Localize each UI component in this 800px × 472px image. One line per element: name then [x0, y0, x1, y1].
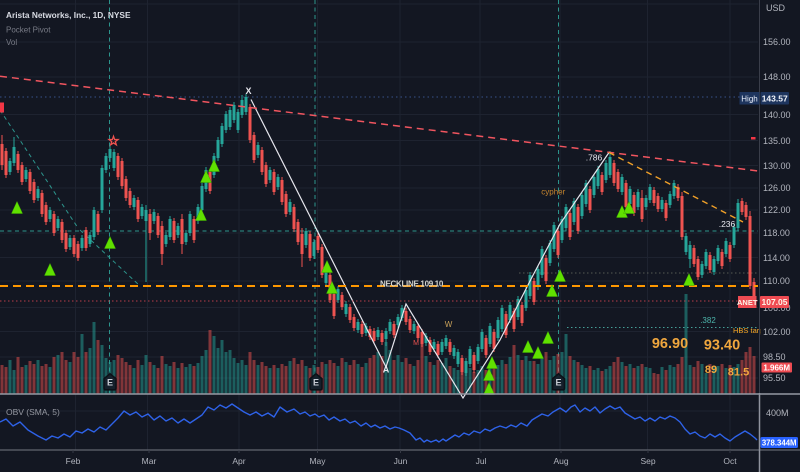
- svg-text:E: E: [107, 377, 113, 387]
- svg-text:A: A: [383, 365, 390, 375]
- svg-text:Aug: Aug: [553, 456, 568, 466]
- svg-text:126.00: 126.00: [763, 183, 791, 193]
- svg-text:Oct: Oct: [723, 456, 737, 466]
- svg-text:140.00: 140.00: [763, 110, 791, 120]
- svg-text:143.57: 143.57: [762, 94, 788, 104]
- svg-text:.236: .236: [719, 219, 736, 229]
- svg-text:110.00: 110.00: [763, 276, 790, 286]
- svg-text:May: May: [309, 456, 326, 466]
- svg-text:HBS target: HBS target: [733, 326, 771, 335]
- svg-text:107.05: 107.05: [762, 297, 788, 307]
- svg-text:135.00: 135.00: [763, 136, 791, 146]
- svg-text:1.966M: 1.966M: [763, 364, 790, 373]
- svg-text:ANET: ANET: [737, 298, 758, 307]
- svg-text:378.344M: 378.344M: [762, 439, 797, 448]
- svg-text:Pocket Pivot: Pocket Pivot: [6, 26, 51, 35]
- svg-text:.382: .382: [700, 316, 716, 325]
- svg-text:102.00: 102.00: [763, 327, 791, 337]
- svg-text:Jul: Jul: [476, 456, 487, 466]
- svg-text:Sep: Sep: [640, 456, 655, 466]
- svg-text:89: 89: [705, 364, 717, 376]
- svg-text:114.00: 114.00: [763, 253, 790, 263]
- svg-text:118.00: 118.00: [763, 228, 790, 238]
- svg-text:400M: 400M: [766, 408, 789, 418]
- svg-text:Mar: Mar: [142, 456, 157, 466]
- svg-text:X: X: [245, 86, 251, 96]
- svg-text:122.00: 122.00: [763, 205, 791, 215]
- svg-text:96.90: 96.90: [652, 336, 688, 352]
- svg-text:Jun: Jun: [394, 456, 408, 466]
- svg-text:93.40: 93.40: [704, 338, 740, 354]
- svg-text:W: W: [445, 320, 453, 329]
- svg-text:Arista Networks, Inc., 1D, NYS: Arista Networks, Inc., 1D, NYSE: [6, 10, 131, 20]
- svg-text:.786: .786: [586, 153, 603, 163]
- svg-text:E: E: [555, 377, 561, 387]
- svg-text:156.00: 156.00: [763, 37, 791, 47]
- svg-text:81.5: 81.5: [728, 367, 749, 379]
- svg-text:95.50: 95.50: [763, 373, 786, 383]
- svg-text:Vol: Vol: [6, 38, 17, 47]
- svg-text:Feb: Feb: [66, 456, 81, 466]
- svg-text:130.00: 130.00: [763, 161, 791, 171]
- svg-text:High: High: [741, 94, 757, 103]
- svg-text:148.00: 148.00: [763, 72, 791, 82]
- svg-text:M: M: [413, 340, 419, 347]
- svg-text:cypher: cypher: [541, 188, 565, 197]
- svg-text:E: E: [313, 377, 319, 387]
- svg-text:USD: USD: [766, 3, 786, 13]
- svg-text:OBV (SMA, 5): OBV (SMA, 5): [6, 407, 60, 417]
- svg-text:Apr: Apr: [232, 456, 245, 466]
- svg-text:NECKLINE 109.10: NECKLINE 109.10: [380, 280, 444, 289]
- svg-text:98.50: 98.50: [763, 352, 786, 362]
